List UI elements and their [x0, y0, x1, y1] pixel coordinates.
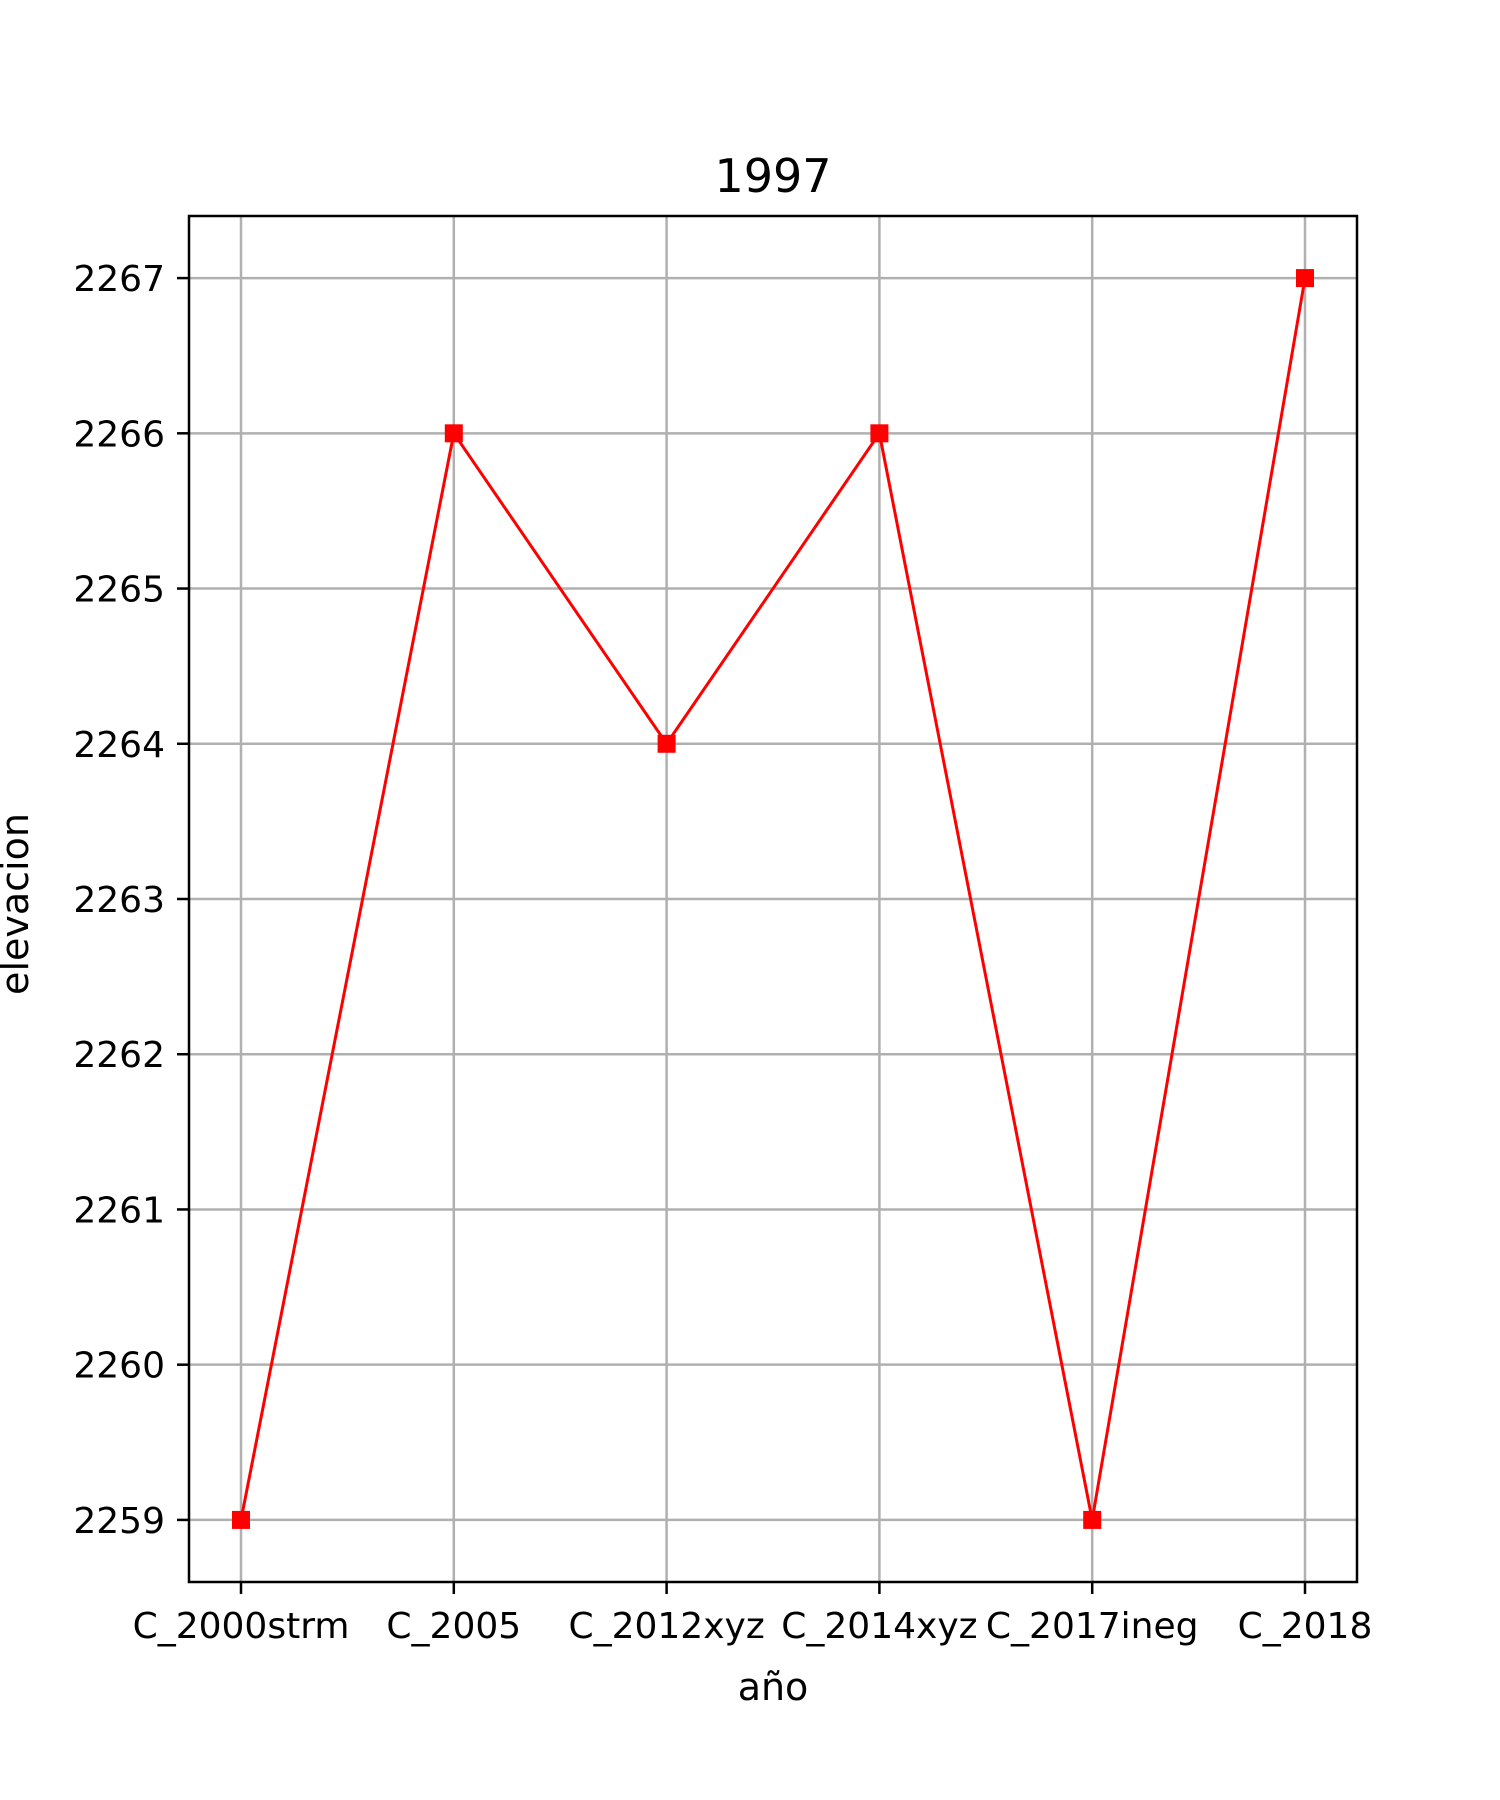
y-tick-label: 2264 — [73, 725, 165, 766]
y-tick-label: 2261 — [73, 1190, 165, 1231]
x-tick-label: C_2014xyz — [781, 1606, 977, 1647]
data-point-marker — [232, 1510, 250, 1529]
data-point-marker — [1083, 1510, 1102, 1529]
series-line — [239, 277, 1307, 1521]
y-tick-label: 2262 — [73, 1035, 165, 1076]
y-tick-label: 2260 — [73, 1346, 165, 1387]
y-tick-label: 2263 — [73, 880, 165, 921]
grid-lines — [189, 216, 1357, 1582]
chart-title: 1997 — [714, 149, 831, 203]
y-tick-label: 2259 — [73, 1501, 165, 1542]
x-tick-label: C_2012xyz — [568, 1606, 764, 1647]
y-tick-label: 2267 — [73, 259, 165, 300]
y-axis-label: elevacion — [0, 813, 37, 995]
y-tick-label: 2265 — [73, 570, 165, 611]
x-tick-label: C_2017ineg — [986, 1606, 1199, 1647]
y-tick-label: 2266 — [73, 414, 165, 455]
data-point-marker — [870, 424, 889, 443]
data-point-marker — [444, 424, 463, 443]
x-axis-label: año — [738, 1665, 809, 1709]
axis-ticks: C_2000strm C_2005 C_2012xyz C_2014xyz C_2017… — [73, 259, 1372, 1647]
data-point-marker — [1296, 269, 1314, 288]
x-tick-label: C_2018 — [1238, 1606, 1373, 1647]
x-tick-label: C_2005 — [386, 1606, 521, 1647]
x-tick-label: C_2000strm — [133, 1606, 350, 1647]
data-point-marker — [657, 734, 676, 753]
series-layer — [232, 269, 1314, 1529]
